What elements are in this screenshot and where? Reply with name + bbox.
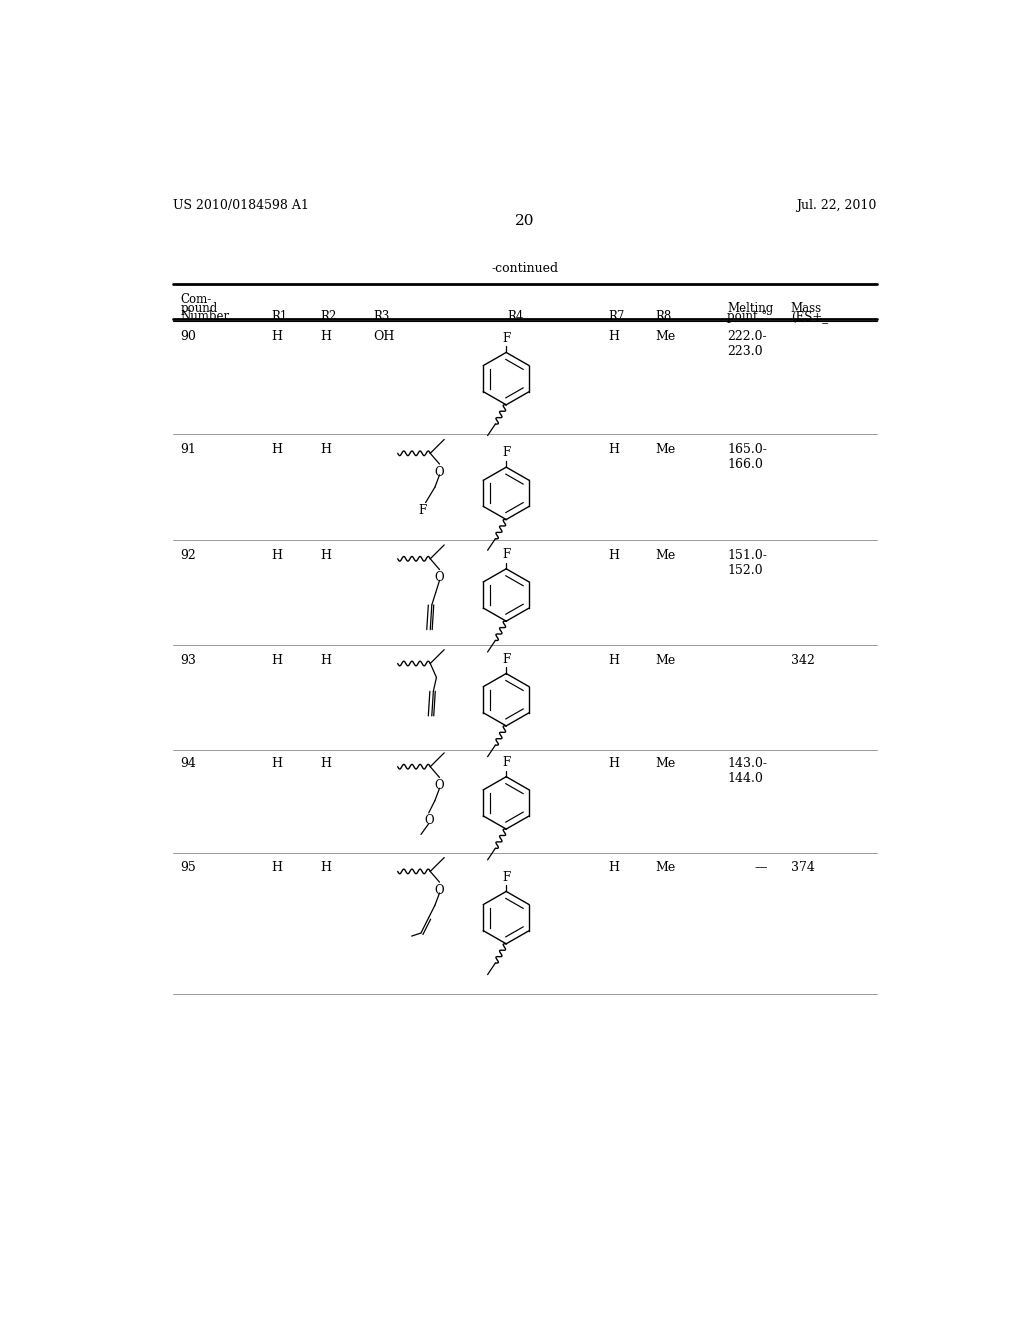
Text: OH: OH [373, 330, 394, 343]
Text: O: O [435, 572, 444, 585]
Text: point °: point ° [727, 310, 767, 323]
Text: 20: 20 [515, 214, 535, 228]
Text: H: H [608, 653, 620, 667]
Text: F: F [502, 653, 510, 665]
Text: Melting: Melting [727, 302, 773, 314]
Text: H: H [271, 330, 283, 343]
Text: Me: Me [655, 330, 675, 343]
Text: F: F [419, 504, 427, 517]
Text: H: H [321, 549, 331, 562]
Text: Me: Me [655, 653, 675, 667]
Text: 91: 91 [180, 444, 197, 457]
Text: 93: 93 [180, 653, 197, 667]
Text: (ES+_: (ES+_ [791, 310, 827, 323]
Text: H: H [608, 756, 620, 770]
Text: 222.0-
223.0: 222.0- 223.0 [727, 330, 767, 358]
Text: O: O [435, 884, 444, 896]
Text: O: O [424, 814, 433, 828]
Text: -continued: -continued [492, 263, 558, 276]
Text: 342: 342 [791, 653, 814, 667]
Text: H: H [321, 444, 331, 457]
Text: R7: R7 [608, 310, 625, 323]
Text: H: H [608, 444, 620, 457]
Text: Com-: Com- [180, 293, 212, 306]
Text: Me: Me [655, 549, 675, 562]
Text: R1: R1 [271, 310, 288, 323]
Text: R4: R4 [508, 310, 524, 323]
Text: 92: 92 [180, 549, 197, 562]
Text: H: H [321, 653, 331, 667]
Text: O: O [435, 466, 444, 479]
Text: H: H [321, 862, 331, 874]
Text: Mass: Mass [791, 302, 821, 314]
Text: H: H [608, 549, 620, 562]
Text: pound: pound [180, 302, 218, 314]
Text: Me: Me [655, 862, 675, 874]
Text: H: H [271, 549, 283, 562]
Text: 90: 90 [180, 330, 197, 343]
Text: 95: 95 [180, 862, 197, 874]
Text: F: F [502, 756, 510, 770]
Text: R2: R2 [321, 310, 337, 323]
Text: 143.0-
144.0: 143.0- 144.0 [727, 756, 767, 784]
Text: H: H [321, 330, 331, 343]
Text: F: F [502, 871, 510, 884]
Text: —: — [755, 862, 767, 874]
Text: US 2010/0184598 A1: US 2010/0184598 A1 [173, 199, 309, 213]
Text: Me: Me [655, 756, 675, 770]
Text: H: H [271, 756, 283, 770]
Text: H: H [321, 756, 331, 770]
Text: F: F [502, 446, 510, 459]
Text: Number: Number [180, 310, 229, 323]
Text: H: H [271, 862, 283, 874]
Text: 94: 94 [180, 756, 197, 770]
Text: 374: 374 [791, 862, 814, 874]
Text: Jul. 22, 2010: Jul. 22, 2010 [797, 199, 877, 213]
Text: H: H [608, 330, 620, 343]
Text: H: H [271, 653, 283, 667]
Text: R3: R3 [373, 310, 389, 323]
Text: F: F [502, 548, 510, 561]
Text: 165.0-
166.0: 165.0- 166.0 [727, 444, 767, 471]
Text: F: F [502, 331, 510, 345]
Text: Me: Me [655, 444, 675, 457]
Text: O: O [435, 779, 444, 792]
Text: 151.0-
152.0: 151.0- 152.0 [727, 549, 767, 577]
Text: H: H [271, 444, 283, 457]
Text: H: H [608, 862, 620, 874]
Text: R8: R8 [655, 310, 672, 323]
